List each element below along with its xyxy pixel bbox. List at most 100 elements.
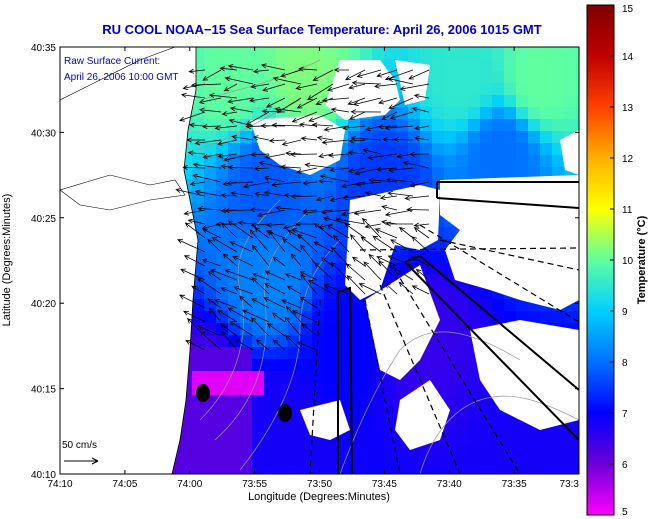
current-vector bbox=[285, 305, 302, 323]
sst-cell bbox=[240, 143, 253, 156]
sst-cell bbox=[216, 107, 229, 120]
sst-cell bbox=[228, 59, 241, 72]
current-vector bbox=[349, 111, 366, 120]
current-vector bbox=[249, 229, 270, 253]
sst-cell bbox=[204, 83, 217, 96]
sst-cell bbox=[384, 131, 397, 144]
sst-cell bbox=[264, 251, 277, 264]
current-vector bbox=[384, 209, 414, 217]
sst-cell bbox=[492, 419, 505, 432]
current-vector bbox=[332, 234, 350, 253]
sst-cell bbox=[564, 95, 577, 108]
sst-cell bbox=[480, 155, 493, 168]
current-vector bbox=[265, 97, 286, 108]
sst-cell bbox=[468, 311, 481, 324]
sst-cell bbox=[312, 299, 325, 312]
current-vector bbox=[199, 330, 222, 351]
sst-cell bbox=[240, 191, 253, 204]
current-vector bbox=[389, 111, 414, 120]
sst-cell bbox=[240, 275, 253, 288]
sst-cell bbox=[312, 383, 325, 396]
sst-cell bbox=[264, 83, 277, 96]
current-vector bbox=[311, 122, 334, 128]
sst-cell bbox=[252, 431, 265, 444]
current-vector bbox=[194, 139, 222, 146]
sst-cell bbox=[300, 347, 313, 360]
sst-cell bbox=[564, 467, 577, 474]
sst-cell bbox=[192, 95, 205, 108]
sst-cell bbox=[564, 47, 577, 60]
current-vector bbox=[329, 167, 350, 173]
current-vector bbox=[263, 176, 286, 183]
sst-cell bbox=[432, 275, 445, 288]
sst-cell bbox=[216, 215, 229, 228]
sst-cell bbox=[216, 275, 229, 288]
current-vector bbox=[219, 66, 238, 72]
sst-cell bbox=[276, 443, 289, 456]
sst-cell bbox=[252, 95, 265, 108]
sst-cell bbox=[540, 155, 553, 168]
sst-cell bbox=[468, 407, 481, 420]
current-vector bbox=[250, 298, 270, 309]
sst-cell bbox=[204, 47, 217, 60]
sst-cell bbox=[252, 443, 265, 456]
sst-cell bbox=[312, 263, 325, 276]
sst-cell bbox=[276, 299, 289, 312]
current-vector bbox=[414, 125, 430, 131]
sst-cell bbox=[480, 287, 493, 300]
current-vector bbox=[234, 339, 254, 351]
sst-cell bbox=[444, 311, 457, 324]
sst-cell bbox=[300, 71, 313, 84]
sst-cell bbox=[516, 167, 529, 180]
sst-cell bbox=[516, 443, 529, 456]
sst-cell bbox=[576, 299, 579, 312]
colorbar-ticks: 5 6 7 8 9 10 11 12 13 14 15 bbox=[610, 4, 634, 518]
sst-cell bbox=[480, 119, 493, 132]
sst-cell bbox=[300, 179, 313, 192]
sst-cell bbox=[444, 299, 457, 312]
sst-cell bbox=[516, 143, 529, 156]
colorbar-label: Temperature (°C) bbox=[636, 215, 648, 304]
colorbar-tick-label: 6 bbox=[622, 460, 628, 471]
current-vector bbox=[192, 162, 222, 169]
sst-cell bbox=[300, 431, 313, 444]
sst-cell bbox=[552, 155, 565, 168]
sst-cell bbox=[360, 155, 373, 168]
sst-cell bbox=[504, 299, 517, 312]
sst-cell bbox=[540, 431, 553, 444]
sst-cell bbox=[492, 47, 505, 60]
sst-cell bbox=[276, 239, 289, 252]
sst-cell bbox=[192, 443, 205, 456]
sst-cell bbox=[468, 467, 481, 474]
x-tick-label: 73:45 bbox=[372, 479, 397, 490]
sst-cell bbox=[252, 179, 265, 192]
sst-cell bbox=[456, 83, 469, 96]
sst-cell bbox=[480, 59, 493, 72]
sst-cell bbox=[348, 155, 361, 168]
sst-cell bbox=[324, 251, 337, 264]
sst-cell bbox=[576, 443, 579, 456]
sst-cell bbox=[264, 239, 277, 252]
sst-cell bbox=[576, 83, 579, 96]
sst-cell bbox=[276, 179, 289, 192]
sst-cell bbox=[552, 119, 565, 132]
current-vector bbox=[179, 294, 206, 309]
current-vector bbox=[411, 285, 430, 295]
sst-cell bbox=[540, 71, 553, 84]
sst-cell bbox=[336, 359, 349, 372]
sst-cell bbox=[204, 131, 217, 144]
sst-cell bbox=[552, 455, 565, 468]
sst-cell bbox=[288, 455, 301, 468]
sst-cell bbox=[564, 107, 577, 120]
current-vector bbox=[344, 223, 366, 239]
current-vector bbox=[227, 164, 254, 170]
sst-cell bbox=[336, 179, 349, 192]
sst-cell bbox=[312, 467, 325, 474]
shipping-lanes bbox=[309, 181, 579, 474]
sst-cell bbox=[204, 71, 217, 84]
current-vector bbox=[263, 190, 286, 197]
sst-cell bbox=[288, 311, 301, 324]
sst-cell bbox=[480, 143, 493, 156]
sst-cell bbox=[288, 95, 301, 108]
